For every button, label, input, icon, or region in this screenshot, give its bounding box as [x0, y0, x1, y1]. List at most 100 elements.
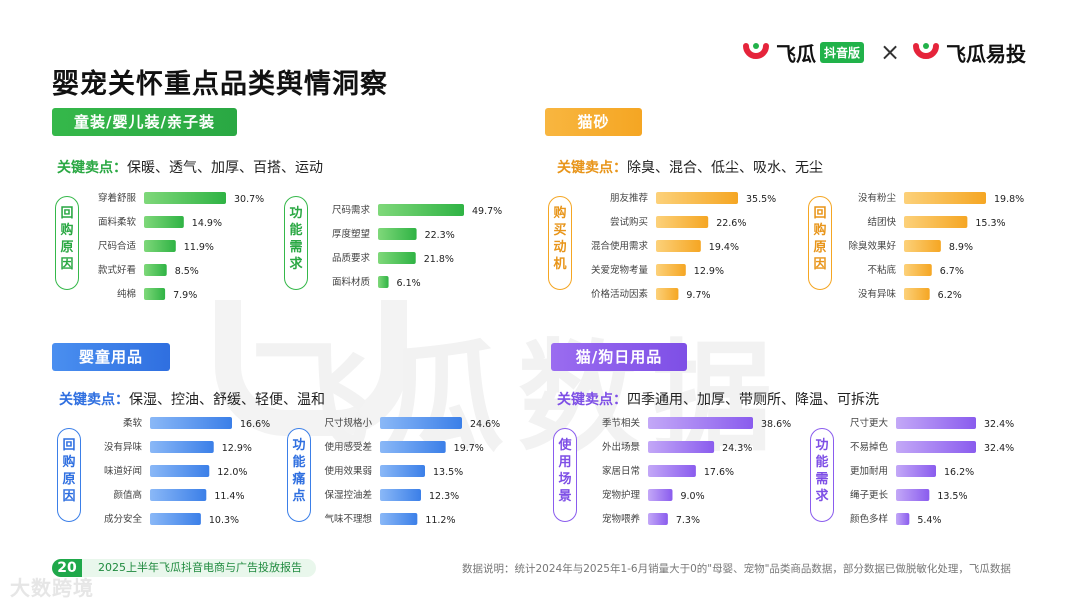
bar: [656, 240, 701, 252]
tag-pet-daily: 猫/狗日用品: [551, 343, 687, 371]
keypoints-label: 关键卖点：: [59, 392, 129, 408]
bar-value-label: 13.5%: [937, 491, 967, 502]
bar-value-label: 35.5%: [746, 194, 776, 205]
bar: [150, 441, 214, 453]
bar-value-label: 6.2%: [938, 290, 962, 301]
bar-value-label: 22.3%: [425, 230, 455, 241]
bar-chart-kids-function: 尺码需求 49.7% 厚度塑望 22.3% 品质要求 21.8% 面料材质 6.1%: [332, 204, 502, 289]
bar-chart-pet-function: 尺寸更大 32.4% 不易掉色 32.4% 更加耐用 16.2% 绳子更长 13.5% 颜色多样…: [850, 417, 1014, 526]
bar: [380, 489, 421, 501]
bar: [144, 288, 166, 300]
bar-category-label: 柔软: [123, 417, 143, 429]
bar-value-label: 12.9%: [694, 266, 724, 277]
bar-category-label: 没有异味: [858, 288, 897, 300]
bar: [144, 240, 176, 252]
bar-value-label: 32.4%: [984, 443, 1014, 454]
bar: [904, 240, 941, 252]
keypoints-baby-products: 关键卖点：保湿、控油、舒缓、轻便、温和: [59, 389, 325, 409]
bar-value-label: 7.3%: [676, 515, 700, 526]
tag-cat-litter: 猫砂: [545, 108, 642, 136]
bar: [656, 264, 686, 276]
bar-value-label: 24.3%: [722, 443, 752, 454]
bar-value-label: 6.7%: [940, 266, 964, 277]
bar-category-label: 穿着舒服: [98, 192, 137, 204]
bar-category-label: 尺寸规格小: [324, 417, 372, 429]
bar: [904, 216, 968, 228]
bar-chart-kids-repurchase: 穿着舒服 30.7% 面料柔软 14.9% 尺码合适 11.9% 款式好看 8.5% 纯棉 7.9…: [98, 192, 264, 301]
bar-chart-baby-pain: 尺寸规格小 24.6% 使用感受差 19.7% 使用效果弱 13.5% 保湿控油差 12.3%…: [324, 417, 500, 526]
bar-category-label: 颜值高: [113, 489, 142, 501]
bar-value-label: 17.6%: [704, 467, 734, 478]
corner-watermark: 大数跨境: [10, 576, 94, 600]
bar-value-label: 21.8%: [424, 254, 454, 265]
feigua-yitou-name: 飞瓜易投: [946, 41, 1026, 66]
bar-category-label: 绳子更长: [850, 489, 889, 501]
bar-value-label: 30.7%: [234, 194, 264, 205]
bar-category-label: 面料材质: [332, 276, 371, 288]
bar-category-label: 保湿控油差: [324, 489, 372, 501]
report-name: 2025上半年飞瓜抖音电商与广告投放报告: [82, 559, 316, 577]
bar-category-label: 使用感受差: [324, 441, 372, 453]
keypoints-text: 保湿、控油、舒缓、轻便、温和: [129, 392, 325, 408]
bar-value-label: 8.9%: [949, 242, 973, 253]
group-pill-repurchase: 回购原因: [57, 428, 81, 522]
bar: [378, 252, 416, 264]
keypoints-text: 除臭、混合、低尘、吸水、无尘: [627, 160, 823, 176]
bar-value-label: 10.3%: [209, 515, 239, 526]
bar-category-label: 没有异味: [104, 441, 143, 453]
keypoints-label: 关键卖点：: [57, 160, 127, 176]
bar-category-label: 没有粉尘: [858, 192, 897, 204]
bar-value-label: 22.6%: [716, 218, 746, 229]
bar: [648, 489, 673, 501]
bar-category-label: 季节相关: [602, 417, 641, 429]
bar-value-label: 19.8%: [994, 194, 1024, 205]
tag-baby-products: 婴童用品: [52, 343, 170, 371]
bar-chart-litter-repurchase: 没有粉尘 19.8% 结团快 15.3% 除臭效果好 8.9% 不粘底 6.7% 没有异味 6.2…: [848, 192, 1024, 301]
bar-category-label: 宠物护理: [602, 489, 641, 501]
bar-value-label: 19.4%: [709, 242, 739, 253]
group-pill-purchase-motive: 购买动机: [548, 196, 572, 290]
bar-category-label: 关爱宠物考量: [591, 264, 649, 276]
bar-category-label: 除臭效果好: [848, 240, 896, 252]
page-title: 婴宠关怀重点品类舆情洞察: [52, 69, 388, 100]
bar-value-label: 14.9%: [192, 218, 222, 229]
bar-category-label: 颜色多样: [850, 513, 888, 525]
bar: [150, 513, 201, 525]
group-pill-usage-scene: 使用场景: [553, 428, 577, 522]
feigua-logo-icon: [743, 43, 769, 59]
bar-chart-litter-motive: 朋友推荐 35.5% 尝试购买 22.6% 混合使用需求 19.4% 关爱宠物考量 12.9%…: [591, 192, 776, 301]
bar-category-label: 外出场景: [602, 441, 640, 453]
bar-category-label: 尺寸更大: [850, 417, 889, 429]
feigua-yitou-logo: 飞瓜易投: [912, 40, 1026, 66]
bar-value-label: 8.5%: [175, 266, 199, 277]
bar-value-label: 32.4%: [984, 419, 1014, 430]
keypoints-kids-clothing: 关键卖点：保暖、透气、加厚、百搭、运动: [57, 157, 323, 177]
bar: [904, 288, 930, 300]
group-pill-function-pain: 功能痛点: [287, 428, 311, 522]
keypoints-label: 关键卖点：: [557, 160, 627, 176]
keypoints-cat-litter: 关键卖点：除臭、混合、低尘、吸水、无尘: [557, 157, 823, 177]
bar: [648, 513, 668, 525]
bar: [144, 264, 167, 276]
bar: [896, 417, 976, 429]
bar: [380, 417, 462, 429]
bar: [656, 288, 679, 300]
bar-value-label: 9.0%: [680, 491, 704, 502]
bar: [656, 216, 709, 228]
feigua-logo-name: 飞瓜: [776, 41, 816, 66]
bar-value-label: 11.9%: [184, 242, 214, 253]
group-pill-repurchase: 回购原因: [55, 196, 79, 290]
bar-category-label: 气味不理想: [324, 513, 372, 525]
bar: [904, 192, 986, 204]
douyin-badge: 抖音版: [820, 41, 865, 63]
keypoints-text: 保暖、透气、加厚、百搭、运动: [127, 160, 323, 176]
bar: [380, 465, 425, 477]
bar-value-label: 15.3%: [975, 218, 1005, 229]
bar-category-label: 混合使用需求: [591, 240, 649, 252]
group-pill-repurchase: 回购原因: [808, 196, 832, 290]
bar: [656, 192, 738, 204]
bar: [144, 216, 184, 228]
bar: [648, 441, 715, 453]
bar-value-label: 11.4%: [214, 491, 244, 502]
keypoints-pet-daily: 关键卖点：四季通用、加厚、带厕所、降温、可拆洗: [557, 389, 879, 409]
